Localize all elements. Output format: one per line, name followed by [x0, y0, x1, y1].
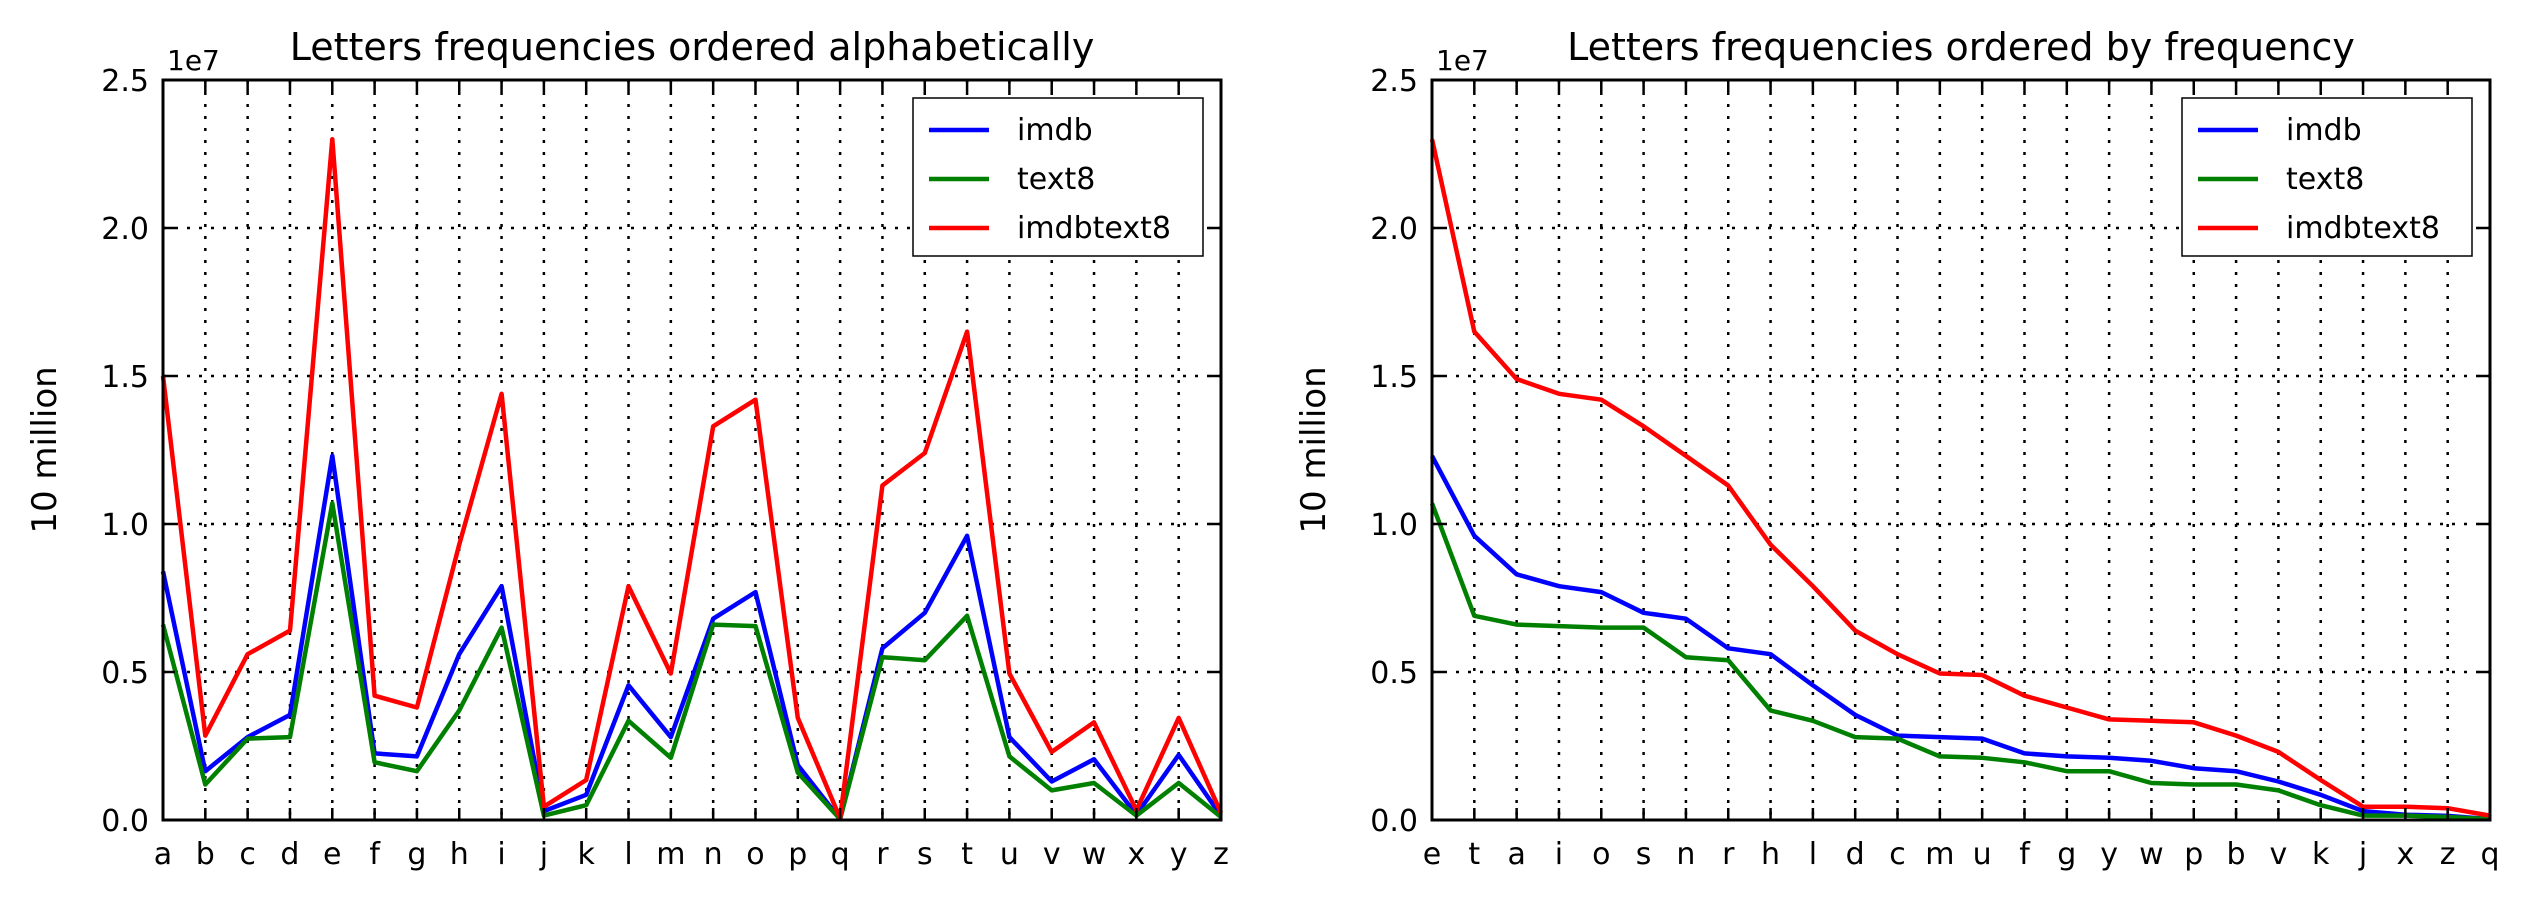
x-tick-label: n — [1676, 837, 1695, 872]
series-line-imdb — [160, 453, 1223, 822]
series-line-imdb — [1430, 454, 2491, 822]
x-tick-label: e — [323, 837, 341, 872]
x-tick-label: a — [154, 837, 172, 872]
x-tick-label: p — [788, 837, 807, 872]
y-offset-label: 1e7 — [167, 44, 220, 77]
x-tick-label: o — [1592, 837, 1610, 872]
y-tick-label: 2.5 — [101, 64, 149, 99]
x-tick-label: u — [1000, 837, 1019, 872]
y-axis-label: 10 million — [1294, 366, 1334, 533]
y-tick-label: 0.0 — [1370, 804, 1418, 839]
series-line-imdbtext8 — [160, 136, 1224, 821]
plot-frame — [161, 78, 1223, 822]
x-tick-label: z — [2440, 837, 2456, 872]
x-tick-label: l — [1809, 837, 1817, 872]
x-tick-label: k — [2312, 837, 2330, 872]
x-tick-label: s — [1636, 837, 1652, 872]
x-tick-label: j — [2358, 837, 2367, 872]
series-line-text8 — [160, 501, 1223, 822]
x-tick-label: w — [1082, 837, 1107, 872]
y-offset-label: 1e7 — [1436, 44, 1489, 77]
legend-label: text8 — [2286, 162, 2364, 197]
x-tick-label: n — [704, 837, 723, 872]
x-tick-label: l — [624, 837, 632, 872]
y-tick-label: 2.0 — [1370, 212, 1418, 247]
x-tick-label: d — [280, 837, 299, 872]
y-tick-label: 0.0 — [101, 804, 149, 839]
x-tick-label: z — [1213, 837, 1229, 872]
y-tick-label: 1.5 — [101, 360, 149, 395]
x-tick-label: h — [450, 837, 469, 872]
y-tick-label: 1.0 — [101, 508, 149, 543]
x-tick-label: v — [1043, 837, 1061, 872]
x-tick-label: y — [1170, 837, 1188, 872]
x-tick-label: q — [831, 837, 850, 872]
x-tick-label: e — [1423, 837, 1441, 872]
x-tick-label: b — [196, 837, 215, 872]
x-tick-label: f — [369, 837, 381, 872]
legend-label: imdbtext8 — [2286, 211, 2440, 246]
x-tick-label: h — [1761, 837, 1780, 872]
y-axis-label: 10 million — [25, 366, 65, 533]
x-tick-label: v — [2270, 837, 2288, 872]
y-tick-label: 0.5 — [101, 656, 149, 691]
x-tick-label: i — [1555, 837, 1563, 872]
x-tick-label: x — [1127, 837, 1145, 872]
x-tick-label: m — [656, 837, 685, 872]
chart-title: Letters frequencies ordered alphabetical… — [290, 25, 1095, 69]
y-tick-label: 2.5 — [1370, 64, 1418, 99]
x-tick-label: c — [1889, 837, 1906, 872]
legend-label: imdbtext8 — [1017, 211, 1171, 246]
x-tick-label: f — [2019, 837, 2031, 872]
legend-label: imdb — [1017, 113, 1093, 148]
x-tick-label: c — [239, 837, 256, 872]
x-tick-label: d — [1846, 837, 1865, 872]
x-tick-label: a — [1507, 837, 1525, 872]
x-tick-label: q — [2480, 837, 2499, 872]
series-line-imdbtext8 — [1429, 138, 2491, 818]
legend-label: imdb — [2286, 113, 2362, 148]
x-tick-label: t — [1468, 837, 1480, 872]
x-tick-label: s — [917, 837, 933, 872]
series-line-text8 — [1429, 502, 2491, 822]
y-tick-label: 2.0 — [101, 212, 149, 247]
y-tick-label: 1.0 — [1370, 508, 1418, 543]
x-tick-label: g — [2057, 837, 2076, 872]
x-tick-label: k — [578, 837, 596, 872]
x-tick-label: r — [1722, 837, 1735, 872]
legend-label: text8 — [1017, 162, 1095, 197]
x-tick-label: j — [539, 837, 548, 872]
x-tick-label: b — [2227, 837, 2246, 872]
x-tick-label: r — [876, 837, 889, 872]
chart-by-frequency: e t a i o s n r h l d c m u f g y w p b v k j x z q 0.0 0.5 1.0 1.5 2.… — [1294, 25, 2500, 872]
y-tick-label: 0.5 — [1370, 656, 1418, 691]
x-tick-label: m — [1925, 837, 1954, 872]
x-tick-label: w — [2139, 837, 2164, 872]
x-tick-label: x — [2396, 837, 2414, 872]
x-tick-label: u — [1973, 837, 1992, 872]
x-tick-label: y — [2100, 837, 2118, 872]
x-tick-label: t — [961, 837, 973, 872]
x-tick-label: p — [2184, 837, 2203, 872]
x-tick-label: o — [746, 837, 764, 872]
plot-frame — [1430, 78, 2492, 822]
chart-alphabetical: a b c d e f g h i j k l m n o p q r s t u v w x y z 0.0 0.5 1.0 1.5 2.… — [25, 25, 1229, 872]
y-tick-label: 1.5 — [1370, 360, 1418, 395]
chart-title: Letters frequencies ordered by frequency — [1567, 25, 2355, 69]
x-tick-label: i — [497, 837, 505, 872]
x-tick-label: g — [407, 837, 426, 872]
